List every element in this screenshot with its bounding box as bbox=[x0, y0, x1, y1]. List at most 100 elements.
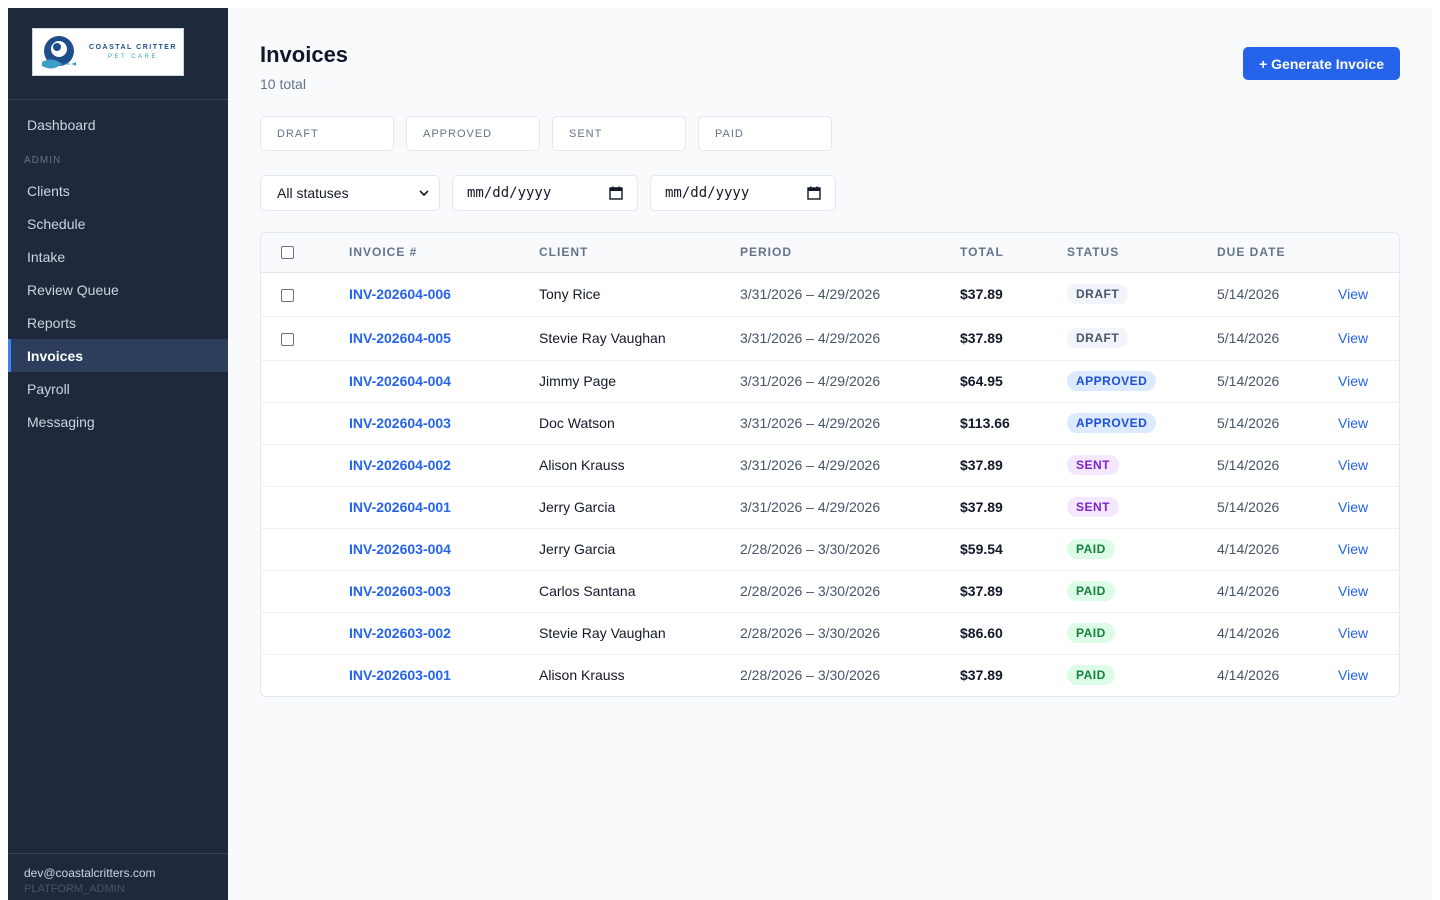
client-name: Stevie Ray Vaughan bbox=[539, 316, 740, 361]
table-row: INV-202603-001 Alison Krauss 2/28/2026 – 3… bbox=[261, 654, 1399, 696]
status-summary: DRAFT APPROVED SENT PAID bbox=[260, 116, 1400, 151]
billing-period: 3/31/2026 – 4/29/2026 bbox=[740, 444, 960, 487]
calendar-icon[interactable] bbox=[609, 186, 623, 200]
status-badge: PAID bbox=[1067, 623, 1115, 643]
invoice-number-link[interactable]: INV-202603-004 bbox=[349, 541, 451, 557]
client-name: Alison Krauss bbox=[539, 444, 740, 487]
due-date: 5/14/2026 bbox=[1217, 486, 1338, 529]
user-role: PLATFORM_ADMIN bbox=[24, 883, 125, 895]
view-invoice-link[interactable]: View bbox=[1338, 541, 1369, 557]
due-date: 5/14/2026 bbox=[1217, 272, 1338, 317]
status-card-sent[interactable]: SENT bbox=[552, 116, 686, 151]
view-invoice-link[interactable]: View bbox=[1338, 667, 1369, 684]
due-date: 4/14/2026 bbox=[1217, 612, 1338, 655]
invoice-total: $86.60 bbox=[960, 612, 1067, 655]
invoice-number-link[interactable]: INV-202604-003 bbox=[349, 415, 451, 431]
column-header-status[interactable]: STATUS bbox=[1067, 233, 1217, 273]
invoice-number-link[interactable]: INV-202604-004 bbox=[349, 373, 451, 389]
billing-period: 2/28/2026 – 3/30/2026 bbox=[740, 667, 881, 684]
table-row: INV-202604-004 Jimmy Page 3/31/2026 – 4/29… bbox=[261, 360, 1399, 403]
sidebar-item-messaging[interactable]: Messaging bbox=[27, 413, 95, 430]
row-select-cell bbox=[261, 316, 349, 361]
invoice-number-link[interactable]: INV-202603-002 bbox=[349, 625, 451, 641]
invoice-total: $37.89 bbox=[960, 316, 1067, 361]
row-checkbox[interactable] bbox=[281, 332, 294, 346]
table-row: INV-202604-001 Jerry Garcia 3/31/2026 – 4/… bbox=[261, 486, 1399, 529]
sidebar-nav: Dashboard ADMIN Clients Schedule Intake … bbox=[8, 100, 228, 438]
column-header-invoice[interactable]: INVOICE # bbox=[349, 233, 539, 273]
date-to-input[interactable]: mm/dd/yyyy bbox=[650, 175, 836, 211]
invoice-number-link[interactable]: INV-202603-001 bbox=[349, 667, 451, 684]
column-header-total[interactable]: TOTAL bbox=[960, 233, 1067, 273]
row-select-cell bbox=[261, 360, 349, 403]
view-invoice-link[interactable]: View bbox=[1338, 330, 1369, 346]
billing-period: 3/31/2026 – 4/29/2026 bbox=[740, 402, 960, 445]
invoice-count: 10 total bbox=[260, 76, 306, 92]
billing-period: 3/31/2026 – 4/29/2026 bbox=[740, 272, 960, 317]
brand-logo[interactable]: COASTAL CRITTER PET CARE bbox=[32, 28, 184, 76]
sidebar-item-invoices[interactable]: Invoices bbox=[8, 339, 228, 372]
sidebar-item-payroll[interactable]: Payroll bbox=[27, 380, 70, 397]
sidebar-item-review-queue[interactable]: Review Queue bbox=[27, 281, 119, 298]
sidebar-item-reports[interactable]: Reports bbox=[27, 314, 77, 331]
table-row: INV-202604-005 Stevie Ray Vaughan 3/31/202… bbox=[261, 316, 1399, 361]
row-select-cell bbox=[261, 654, 349, 696]
status-badge: APPROVED bbox=[1067, 371, 1157, 391]
column-header-due-date[interactable]: DUE DATE bbox=[1217, 233, 1338, 273]
date-from-input[interactable]: mm/dd/yyyy bbox=[452, 175, 638, 211]
invoice-number-link[interactable]: INV-202604-001 bbox=[349, 499, 451, 515]
user-panel: dev@coastalcritters.com PLATFORM_ADMIN bbox=[8, 853, 228, 900]
table-row: INV-202604-002 Alison Krauss 3/31/2026 – 4… bbox=[261, 444, 1399, 487]
select-all-checkbox[interactable] bbox=[281, 246, 294, 260]
sidebar-item-schedule[interactable]: Schedule bbox=[27, 215, 86, 232]
sidebar: COASTAL CRITTER PET CARE Dashboard ADMIN… bbox=[8, 8, 228, 900]
billing-period: 3/31/2026 – 4/29/2026 bbox=[740, 316, 960, 361]
generate-invoice-button[interactable]: + Generate Invoice bbox=[1243, 47, 1400, 80]
invoice-table: INVOICE # CLIENT PERIOD TOTAL STATUS DUE… bbox=[260, 232, 1400, 697]
column-header-actions bbox=[1338, 233, 1399, 273]
view-invoice-link[interactable]: View bbox=[1338, 415, 1369, 431]
view-invoice-link[interactable]: View bbox=[1338, 583, 1369, 599]
status-badge: SENT bbox=[1067, 455, 1120, 475]
billing-period: 3/31/2026 – 4/29/2026 bbox=[740, 486, 960, 529]
view-invoice-link[interactable]: View bbox=[1338, 286, 1369, 302]
due-date: 5/14/2026 bbox=[1217, 360, 1338, 403]
table-row: INV-202603-002 Stevie Ray Vaughan 2/28/202… bbox=[261, 612, 1399, 655]
billing-period: 2/28/2026 – 3/30/2026 bbox=[740, 612, 960, 655]
client-name: Jimmy Page bbox=[539, 360, 740, 403]
view-invoice-link[interactable]: View bbox=[1338, 457, 1369, 473]
status-badge: DRAFT bbox=[1067, 284, 1129, 304]
calendar-icon[interactable] bbox=[807, 186, 821, 200]
row-select-cell bbox=[261, 612, 349, 655]
row-select-cell bbox=[261, 528, 349, 571]
row-select-cell bbox=[261, 272, 349, 317]
row-select-cell bbox=[261, 402, 349, 445]
status-filter-select[interactable]: All statuses bbox=[260, 175, 440, 211]
page-header: Invoices 10 total + Generate Invoice bbox=[260, 40, 1400, 92]
app-frame: COASTAL CRITTER PET CARE Dashboard ADMIN… bbox=[8, 8, 1432, 900]
invoice-number-link[interactable]: INV-202603-003 bbox=[349, 583, 451, 599]
main-content: Invoices 10 total + Generate Invoice DRA… bbox=[228, 8, 1432, 900]
status-badge: PAID bbox=[1067, 539, 1115, 559]
sidebar-item-dashboard[interactable]: Dashboard bbox=[27, 116, 96, 133]
view-invoice-link[interactable]: View bbox=[1338, 499, 1369, 515]
view-invoice-link[interactable]: View bbox=[1338, 625, 1369, 641]
invoice-number-link[interactable]: INV-202604-002 bbox=[349, 457, 451, 473]
sidebar-item-intake[interactable]: Intake bbox=[27, 248, 66, 265]
date-from-placeholder: mm/dd/yyyy bbox=[467, 185, 552, 201]
status-card-draft[interactable]: DRAFT bbox=[260, 116, 394, 151]
client-name: Carlos Santana bbox=[539, 570, 740, 613]
view-invoice-link[interactable]: View bbox=[1338, 373, 1369, 389]
due-date: 4/14/2026 bbox=[1217, 667, 1280, 684]
status-card-approved[interactable]: APPROVED bbox=[406, 116, 540, 151]
invoice-number-link[interactable]: INV-202604-005 bbox=[349, 330, 451, 346]
column-header-client[interactable]: CLIENT bbox=[539, 233, 740, 273]
invoice-total: $64.95 bbox=[960, 360, 1067, 403]
invoice-number-link[interactable]: INV-202604-006 bbox=[349, 286, 451, 302]
status-badge: DRAFT bbox=[1067, 328, 1129, 348]
column-header-period[interactable]: PERIOD bbox=[740, 233, 960, 273]
table-row: INV-202603-003 Carlos Santana 2/28/2026 – … bbox=[261, 570, 1399, 613]
sidebar-item-clients[interactable]: Clients bbox=[27, 182, 70, 199]
status-card-paid[interactable]: PAID bbox=[698, 116, 832, 151]
row-checkbox[interactable] bbox=[281, 288, 294, 302]
